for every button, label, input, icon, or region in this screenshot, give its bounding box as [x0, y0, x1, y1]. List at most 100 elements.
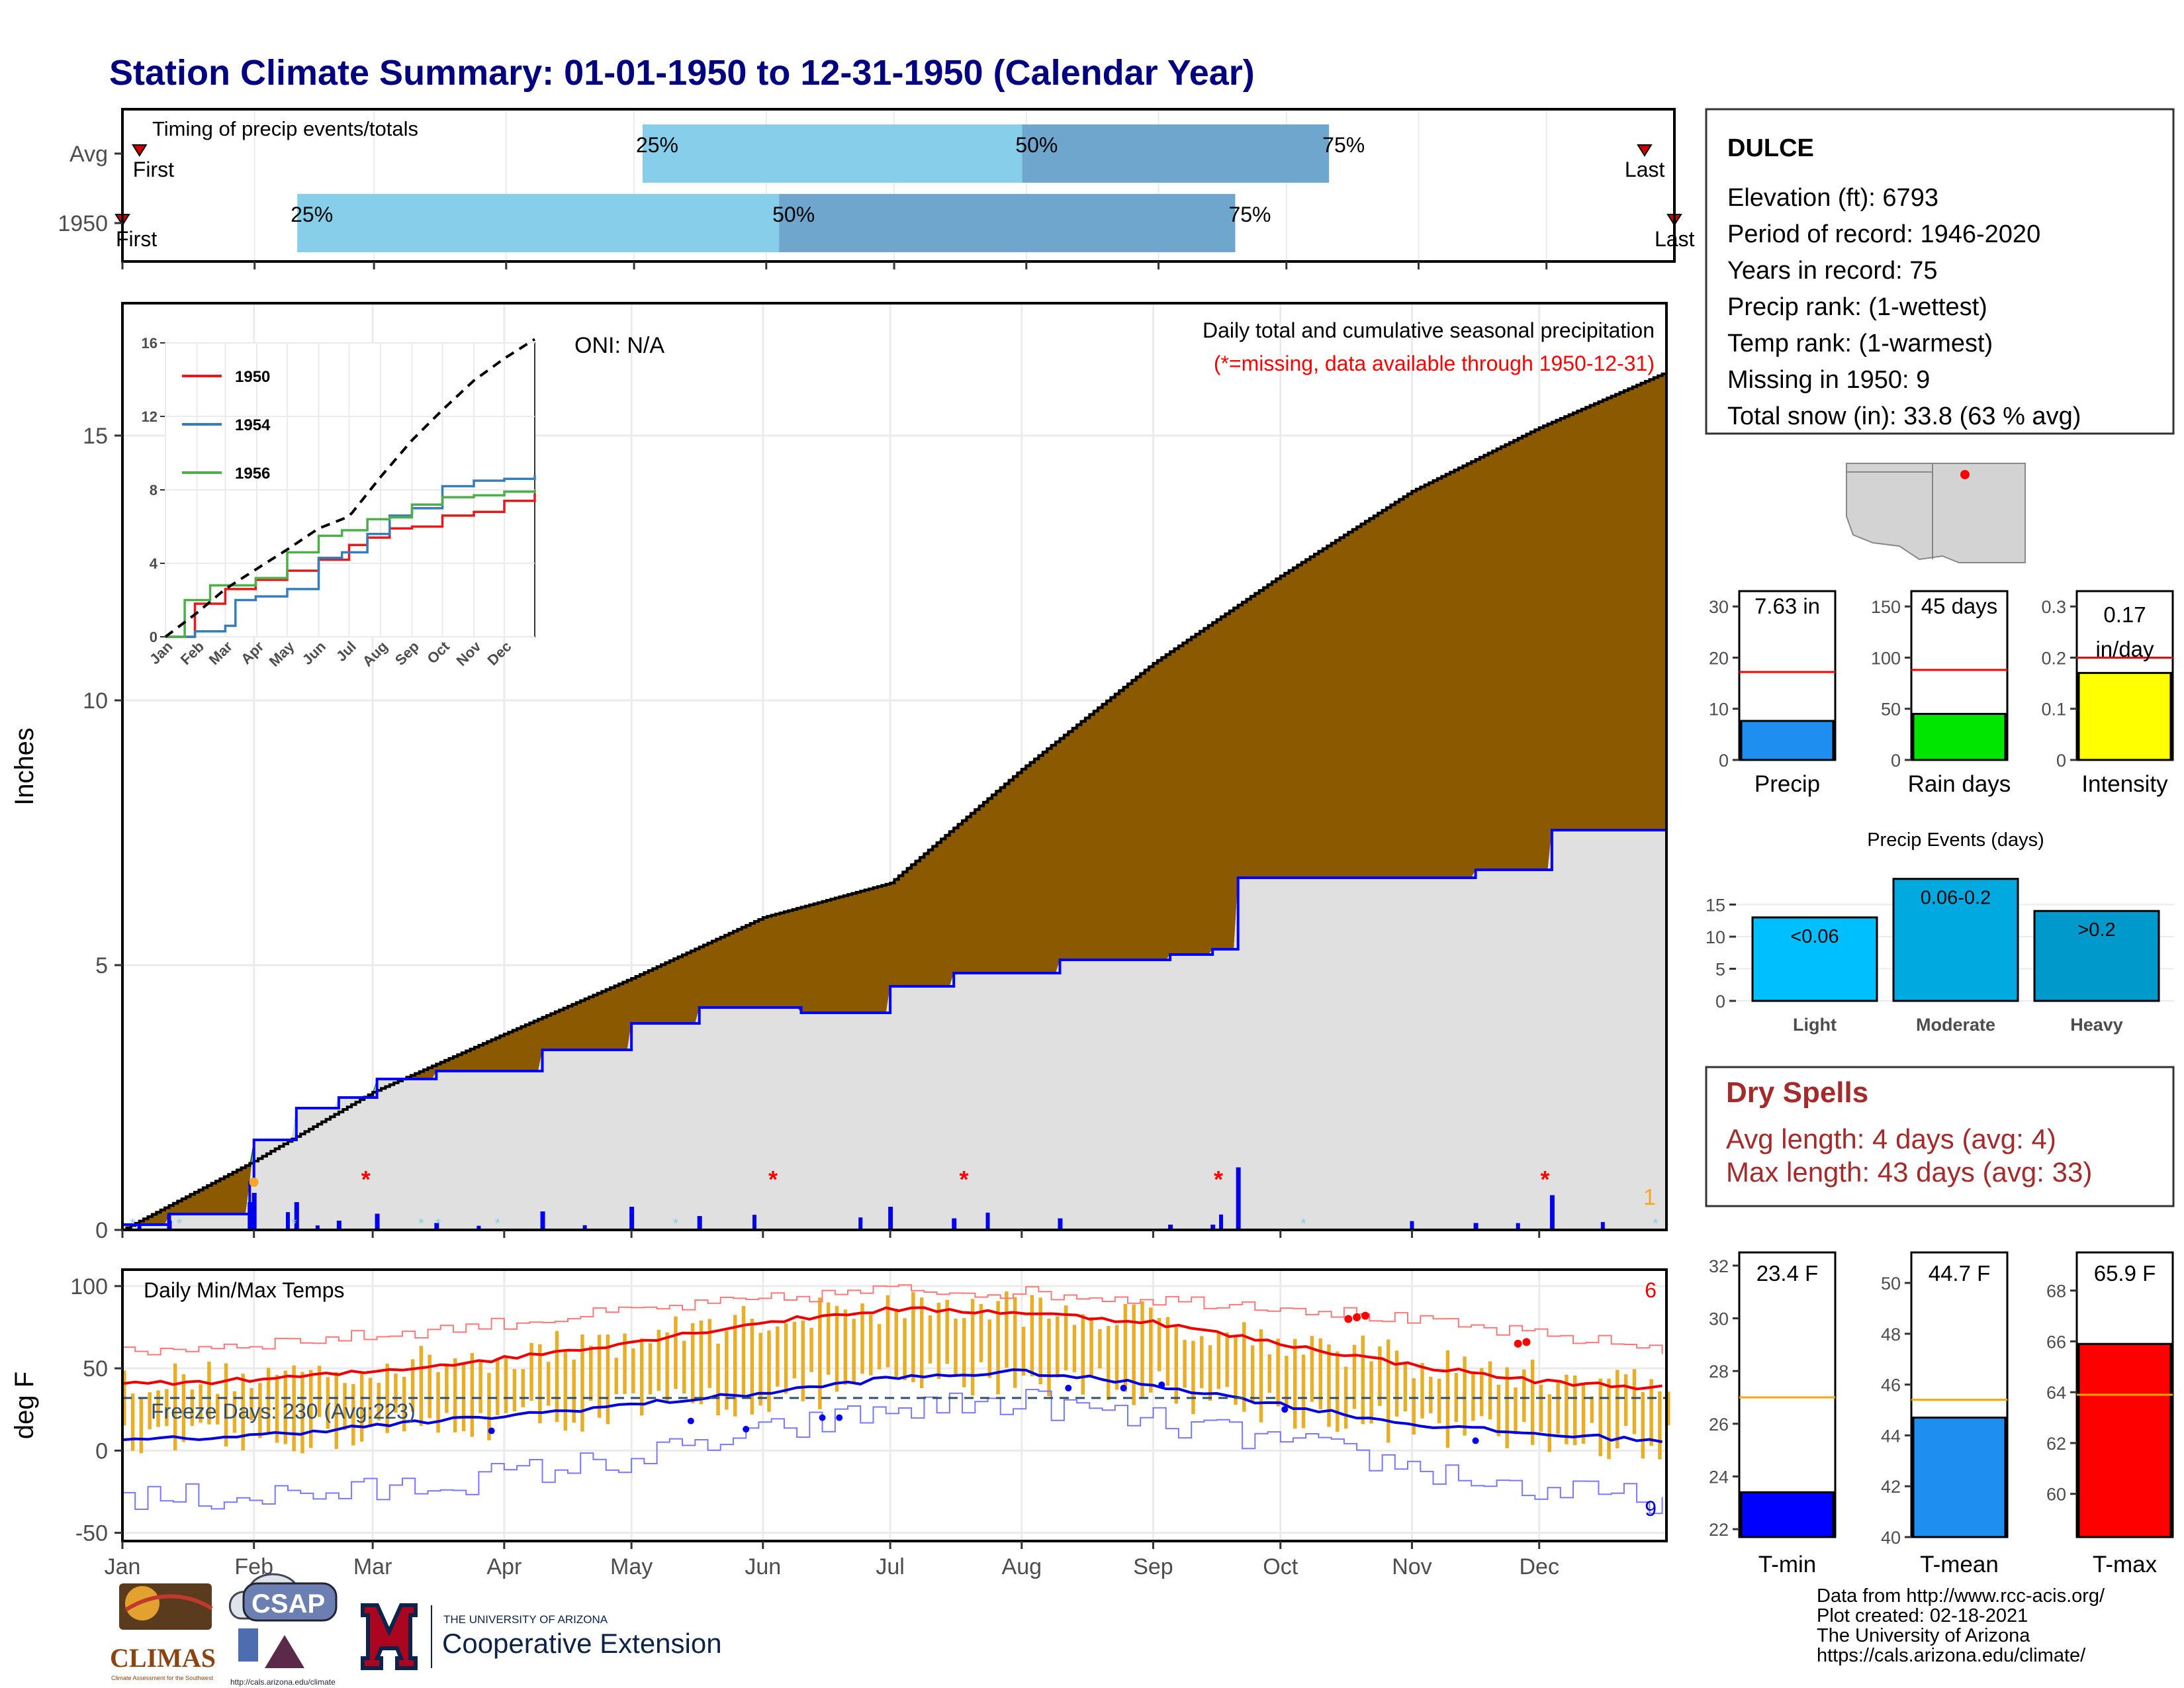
- y-tick-label: 32: [1709, 1256, 1729, 1276]
- y-tick-label: 46: [1881, 1376, 1901, 1395]
- daily-temp-bar: [733, 1315, 737, 1417]
- daily-temp-bar: [597, 1335, 602, 1418]
- daily-temp-bar: [690, 1323, 695, 1403]
- daily-precip-bar: [1516, 1223, 1520, 1230]
- record-min-line: [122, 1389, 1663, 1515]
- daily-temp-bar: [546, 1362, 551, 1406]
- precip-events-category: Heavy: [2070, 1015, 2123, 1035]
- record-low-marker: [1472, 1437, 1479, 1444]
- quartile-label: 25%: [636, 133, 678, 157]
- daily-temp-bar: [1429, 1376, 1433, 1413]
- daily-temp-bar: [156, 1390, 160, 1427]
- tmax-summary-label: T-max: [2093, 1552, 2158, 1577]
- daily-temp-bar: [580, 1334, 584, 1432]
- daily-temp-bar: [555, 1331, 559, 1423]
- station-location-marker: [1960, 470, 1970, 479]
- daily-temp-bar: [504, 1356, 508, 1413]
- inset-legend-label: 1954: [235, 416, 271, 434]
- daily-precip-bar: [477, 1225, 481, 1230]
- daily-temp-bar: [1471, 1371, 1475, 1421]
- daily-temp-bar: [954, 1318, 958, 1377]
- y-tick-label: 68: [2046, 1282, 2066, 1301]
- inset-y-tick-label: 16: [142, 335, 158, 352]
- csap-logo-text: CSAP: [251, 1589, 325, 1618]
- daily-temp-bar: [606, 1334, 610, 1425]
- timing-frame: [121, 108, 1676, 263]
- daily-temp-bar: [869, 1314, 873, 1376]
- daily-temp-bar: [979, 1303, 983, 1362]
- daily-temp-bar: [623, 1333, 627, 1394]
- daily-temp-bar: [936, 1303, 941, 1380]
- y-tick-label: 0: [1891, 751, 1901, 771]
- daily-temp-bar: [207, 1362, 211, 1425]
- x-tick-label: Aug: [1002, 1554, 1042, 1579]
- daily-precip-bar: [137, 1224, 142, 1230]
- precip-events-bar-label: >0.2: [2077, 919, 2115, 941]
- daily-temp-bar: [359, 1371, 364, 1442]
- daily-temp-bar: [1403, 1363, 1408, 1412]
- actual-cumulative-line: [122, 829, 1666, 1226]
- station-line: Missing in 1950: 9: [1727, 366, 1930, 394]
- y-tick-label: 10: [1706, 927, 1725, 947]
- snow-marker: *: [435, 1215, 441, 1232]
- quartile-label: 50%: [772, 203, 815, 226]
- daily-precip-bar: [1473, 1223, 1479, 1230]
- daily-precip-bar: [582, 1225, 587, 1230]
- daily-temp-bar: [699, 1320, 704, 1405]
- avg-max-line: [122, 1306, 1662, 1391]
- daily-temp-bar: [1293, 1338, 1297, 1429]
- daily-temp-bar: [1412, 1378, 1416, 1435]
- snow-marker: *: [177, 1215, 183, 1232]
- daily-temp-bar: [224, 1363, 228, 1447]
- daily-temp-bar: [1021, 1327, 1026, 1376]
- timing-row-label: 1950: [58, 211, 108, 236]
- daily-temp-bar: [1132, 1304, 1136, 1405]
- y-tick-label: 0: [1719, 751, 1729, 771]
- daily-temp-bar: [1352, 1344, 1357, 1409]
- y-tick-label: 150: [1871, 597, 1901, 617]
- daily-temp-bar: [1081, 1314, 1085, 1395]
- quartile-label: 25%: [291, 203, 333, 226]
- x-tick-label: Apr: [486, 1554, 522, 1579]
- daily-temp-bar: [987, 1319, 992, 1378]
- precip-events-bar-label: <0.06: [1790, 926, 1839, 947]
- daily-temp-bar: [1234, 1335, 1238, 1405]
- daily-temp-bar: [911, 1291, 915, 1383]
- daily-temp-bar: [894, 1309, 898, 1377]
- daily-precip-bar: [1410, 1221, 1414, 1230]
- daily-temp-bar: [275, 1374, 279, 1443]
- orange-marker: [249, 1178, 259, 1187]
- y-tick-label: 42: [1881, 1477, 1901, 1497]
- daily-temp-bar: [801, 1320, 805, 1401]
- daily-temp-bar: [1301, 1354, 1306, 1429]
- daily-temp-bar: [1615, 1370, 1619, 1448]
- daily-temp-bar: [1250, 1345, 1255, 1403]
- y-tick-label: 100: [1871, 648, 1901, 668]
- x-tick-label: Jul: [876, 1554, 904, 1579]
- daily-temp-bar: [1641, 1391, 1645, 1459]
- inset-legend-label: 1950: [235, 368, 270, 386]
- y-tick-label: 30: [1709, 597, 1729, 617]
- daily-precip-bar: [540, 1211, 545, 1230]
- daily-temp-bar: [563, 1350, 568, 1431]
- dry-spells-avg: Avg length: 4 days (avg: 4): [1726, 1123, 2056, 1154]
- daily-temp-bar: [1658, 1391, 1662, 1460]
- record-max-line: [122, 1284, 1663, 1356]
- daily-precip-bar: [1168, 1225, 1173, 1230]
- y-tick-label: 0: [1715, 992, 1725, 1011]
- daily-temp-bar: [589, 1345, 593, 1401]
- daily-temp-bar: [970, 1299, 975, 1396]
- y-tick-label: 5: [1715, 960, 1725, 980]
- inset-y-tick-label: 4: [150, 555, 158, 572]
- daily-temp-bar: [809, 1328, 813, 1372]
- daily-temp-bar: [1174, 1325, 1179, 1404]
- daily-temp-bar: [1005, 1291, 1009, 1368]
- daily-temp-bar: [1488, 1361, 1492, 1420]
- daily-temp-bar: [818, 1297, 822, 1409]
- daily-temp-bar: [410, 1359, 415, 1412]
- avg-cumulative-line: [122, 372, 1668, 1231]
- daily-temp-bar: [860, 1303, 864, 1374]
- y-tick-label: 0.3: [2041, 597, 2066, 617]
- station-line: Years in record: 75: [1727, 257, 1938, 285]
- page-title: Station Climate Summary: 01-01-1950 to 1…: [109, 53, 1255, 93]
